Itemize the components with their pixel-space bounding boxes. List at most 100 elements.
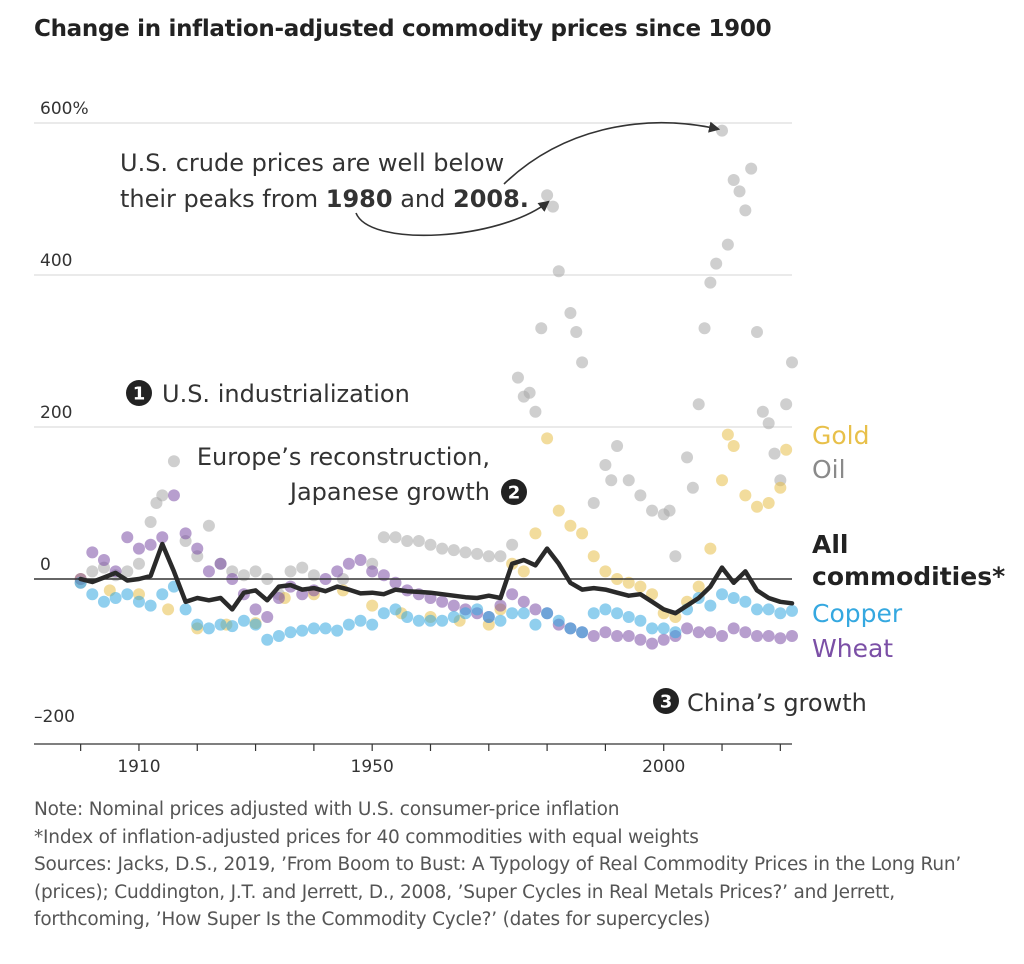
gold-point [634,580,647,593]
wheat-point [529,603,542,616]
copper-point [319,622,332,635]
oil-point [529,405,542,418]
annotation-1-number: 1 [133,384,146,405]
oil-point [156,489,169,502]
copper-point [307,622,320,635]
oil-point [546,200,559,213]
copper-point [214,618,227,631]
wheat-point [622,630,635,642]
index-note: *Index of inflation-adjusted prices for … [34,826,699,848]
oil-point [681,451,694,464]
crude-annotation-crude2b: 1980 [326,185,393,213]
copper-point [506,607,519,620]
copper-point [202,622,215,635]
wheat-point [762,630,775,642]
note-text: Note: Nominal prices adjusted with U.S. … [34,799,620,820]
wheat-point [156,531,169,544]
gold-point [587,550,600,563]
oil-point [605,474,618,487]
gold-point [727,440,740,452]
oil-point [570,326,583,338]
copper-point [389,603,402,616]
oil-point [237,569,250,582]
oil-point [564,307,577,319]
gold-point [529,527,542,540]
copper-point [494,614,507,627]
oil-point [762,417,775,430]
gold-point [599,565,612,578]
copper-point [622,611,635,623]
wheat-point [692,626,705,639]
oil-point [622,474,635,487]
oil-point [686,481,699,494]
sources-text: Sources: Jacks, D.S., 2019, ’From Boom t… [34,854,962,930]
gold-point [751,500,764,513]
legend-gold: Gold [812,421,869,450]
legend-all-commodities-line1: All [812,530,849,559]
oil-point [296,561,309,574]
gold-point [721,428,734,441]
copper-point [564,622,577,635]
x-axis: 1910 1950 2000 [34,743,792,777]
oil-point [733,185,746,198]
oil-point [599,459,612,471]
copper-point [132,595,145,608]
wheat-point [506,588,519,601]
oil-point [646,504,659,517]
legend-oil: Oil [812,455,846,484]
wheat-point [132,542,145,555]
x-tick-label: 1910 [117,757,160,777]
copper-point [751,603,764,616]
wheat-point [704,626,717,639]
copper-point [716,588,729,601]
wheat-point [167,489,180,502]
gold-point [162,603,175,616]
oil-point [716,124,729,137]
gold-point [517,565,530,578]
copper-point [587,607,600,620]
wheat-point [646,637,659,650]
legend-all-commodities-line2: commodities* [812,562,1005,591]
wheat-point [389,576,402,589]
wheat-point [786,630,798,642]
copper-point [284,626,297,639]
oil-point [494,550,507,563]
copper-point [354,614,367,627]
oil-point [523,386,536,399]
x-tick-label: 1950 [351,757,394,777]
legend-copper: Copper [812,599,903,628]
oil-series [74,124,798,601]
oil-point [377,531,390,544]
copper-point [296,624,309,637]
oil-point [132,557,145,570]
oil-point [756,405,769,418]
wheat-point [727,622,740,635]
oil-point [436,542,449,555]
oil-point [202,519,215,532]
annotation-3-number: 3 [660,692,673,713]
x-tick-label: 2000 [642,757,685,777]
oil-point [424,538,437,551]
oil-point [506,538,519,551]
oil-point [745,162,758,175]
gold-point [692,580,705,593]
oil-point [471,547,484,560]
wheat-point [121,531,134,544]
y-axis: 600% 400 200 0 –200 [34,99,89,727]
wheat-point [366,565,379,578]
gold-point [774,481,787,494]
oil-point [249,565,262,578]
oil-point [459,546,472,559]
annotation-3-label: China’s growth [687,689,867,717]
copper-point [144,599,157,612]
oil-point [86,565,99,578]
copper-point [669,626,682,639]
copper-point [517,607,530,620]
gold-point [762,497,775,509]
copper-point [331,624,344,637]
wheat-point [716,630,729,642]
copper-point [786,604,798,617]
copper-point [657,622,670,635]
copper-point [634,614,647,627]
wheat-point [86,546,99,559]
